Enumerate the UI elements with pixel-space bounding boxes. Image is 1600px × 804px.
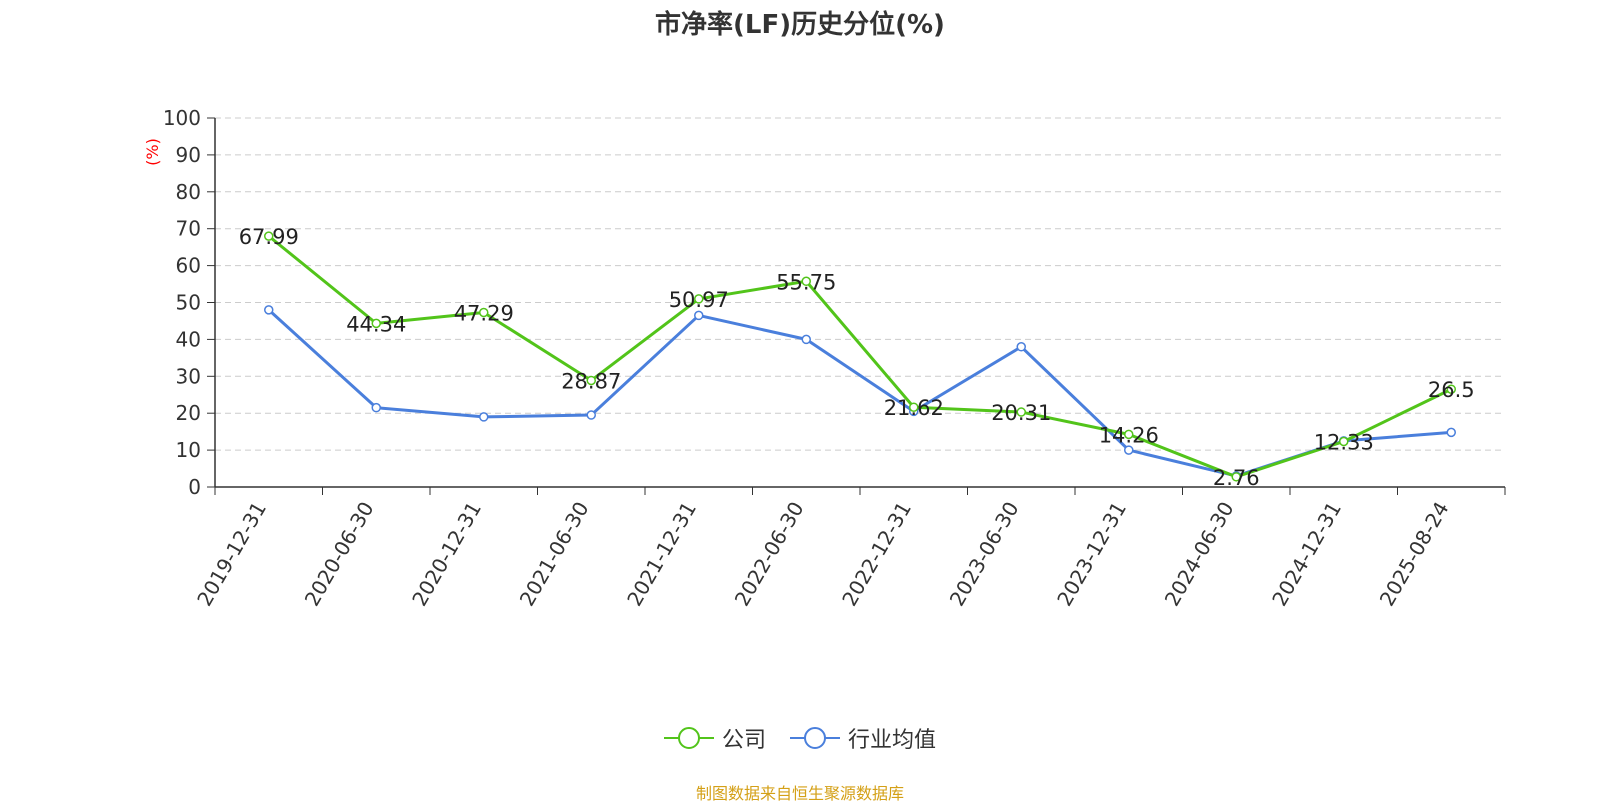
data-label: 21.62 — [884, 396, 944, 420]
legend-line-icon — [663, 727, 714, 749]
x-tick-label: 2021-12-31 — [622, 498, 701, 611]
data-point — [1124, 445, 1134, 455]
data-point — [801, 276, 811, 287]
y-tick-label: 90 — [176, 143, 201, 167]
data-label: 12.33 — [1314, 431, 1374, 455]
x-tick-label: 2020-06-30 — [300, 498, 379, 611]
data-point — [1339, 436, 1349, 447]
data-label: 20.31 — [991, 401, 1051, 425]
data-point — [371, 318, 381, 329]
data-label: 14.26 — [1099, 423, 1159, 447]
data-point — [479, 412, 489, 422]
data-point — [1124, 429, 1134, 440]
x-tick-label: 2022-12-31 — [837, 498, 916, 611]
data-point — [586, 375, 596, 386]
x-tick-label: 2024-06-30 — [1160, 498, 1239, 611]
data-label: 44.34 — [346, 312, 406, 336]
y-tick-label: 50 — [176, 291, 201, 315]
data-point — [1231, 472, 1241, 482]
data-point — [586, 410, 596, 420]
data-point — [1446, 384, 1456, 394]
x-tick-label: 2024-12-31 — [1267, 498, 1346, 611]
y-tick-label: 40 — [176, 327, 201, 351]
x-tick-label: 2023-12-31 — [1052, 498, 1131, 611]
y-tick-label: 30 — [176, 364, 201, 388]
data-source: 制图数据来自恒生聚源数据库 — [695, 784, 904, 803]
y-tick-label: 100 — [163, 106, 201, 130]
x-tick-label: 2019-12-31 — [192, 498, 271, 611]
data-label: 67.99 — [239, 225, 299, 249]
data-point — [909, 402, 919, 412]
data-point — [694, 310, 704, 321]
y-tick-label: 60 — [176, 254, 201, 278]
data-label: 50.97 — [669, 288, 729, 312]
x-tick-label: 2023-06-30 — [945, 498, 1024, 611]
legend-item-company[interactable]: 公司 — [663, 722, 766, 754]
data-point — [371, 402, 381, 413]
y-axis-label: (%) — [143, 138, 162, 166]
data-point — [1446, 427, 1456, 438]
series-line — [267, 234, 1452, 479]
legend-line-icon — [790, 727, 840, 749]
legend-label-industry-avg: 行业均值 — [848, 728, 937, 753]
data-point — [264, 305, 274, 315]
data-label: 28.87 — [561, 369, 621, 393]
legend: 公司 行业均值 — [0, 722, 1600, 754]
y-tick-label: 10 — [176, 438, 201, 462]
chart-title: 市净率(LF)历史分位(%) — [655, 10, 945, 40]
y-tick-label: 0 — [188, 475, 201, 499]
chart-canvas: 0 10 20 30 40 50 60 70 80 90 100(%) 2019-12-31 2020-… — [143, 106, 1506, 611]
data-label: 55.75 — [776, 270, 836, 294]
data-label: 2.76 — [1213, 466, 1260, 490]
data-point — [479, 307, 489, 318]
series-company — [264, 231, 1456, 482]
y-tick-label: 70 — [176, 217, 201, 241]
data-label: 47.29 — [454, 301, 514, 325]
x-tick-label: 2020-12-31 — [407, 498, 486, 611]
x-tick-label: 2022-06-30 — [730, 498, 809, 611]
legend-label-company: 公司 — [721, 728, 766, 753]
data-point — [264, 231, 274, 241]
data-point — [1016, 407, 1026, 417]
x-tick-label: 2021-06-30 — [515, 498, 594, 611]
data-point — [801, 334, 811, 345]
series-industry-avg — [264, 305, 1456, 481]
legend-item-industry-avg[interactable]: 行业均值 — [790, 722, 936, 754]
y-tick-label: 20 — [176, 401, 201, 425]
data-label: 26.5 — [1428, 378, 1475, 402]
x-tick-label: 2025-08-24 — [1375, 498, 1454, 611]
data-point — [1016, 342, 1026, 352]
series-line — [267, 308, 1452, 478]
y-tick-label: 80 — [176, 180, 201, 204]
data-point — [694, 294, 704, 304]
